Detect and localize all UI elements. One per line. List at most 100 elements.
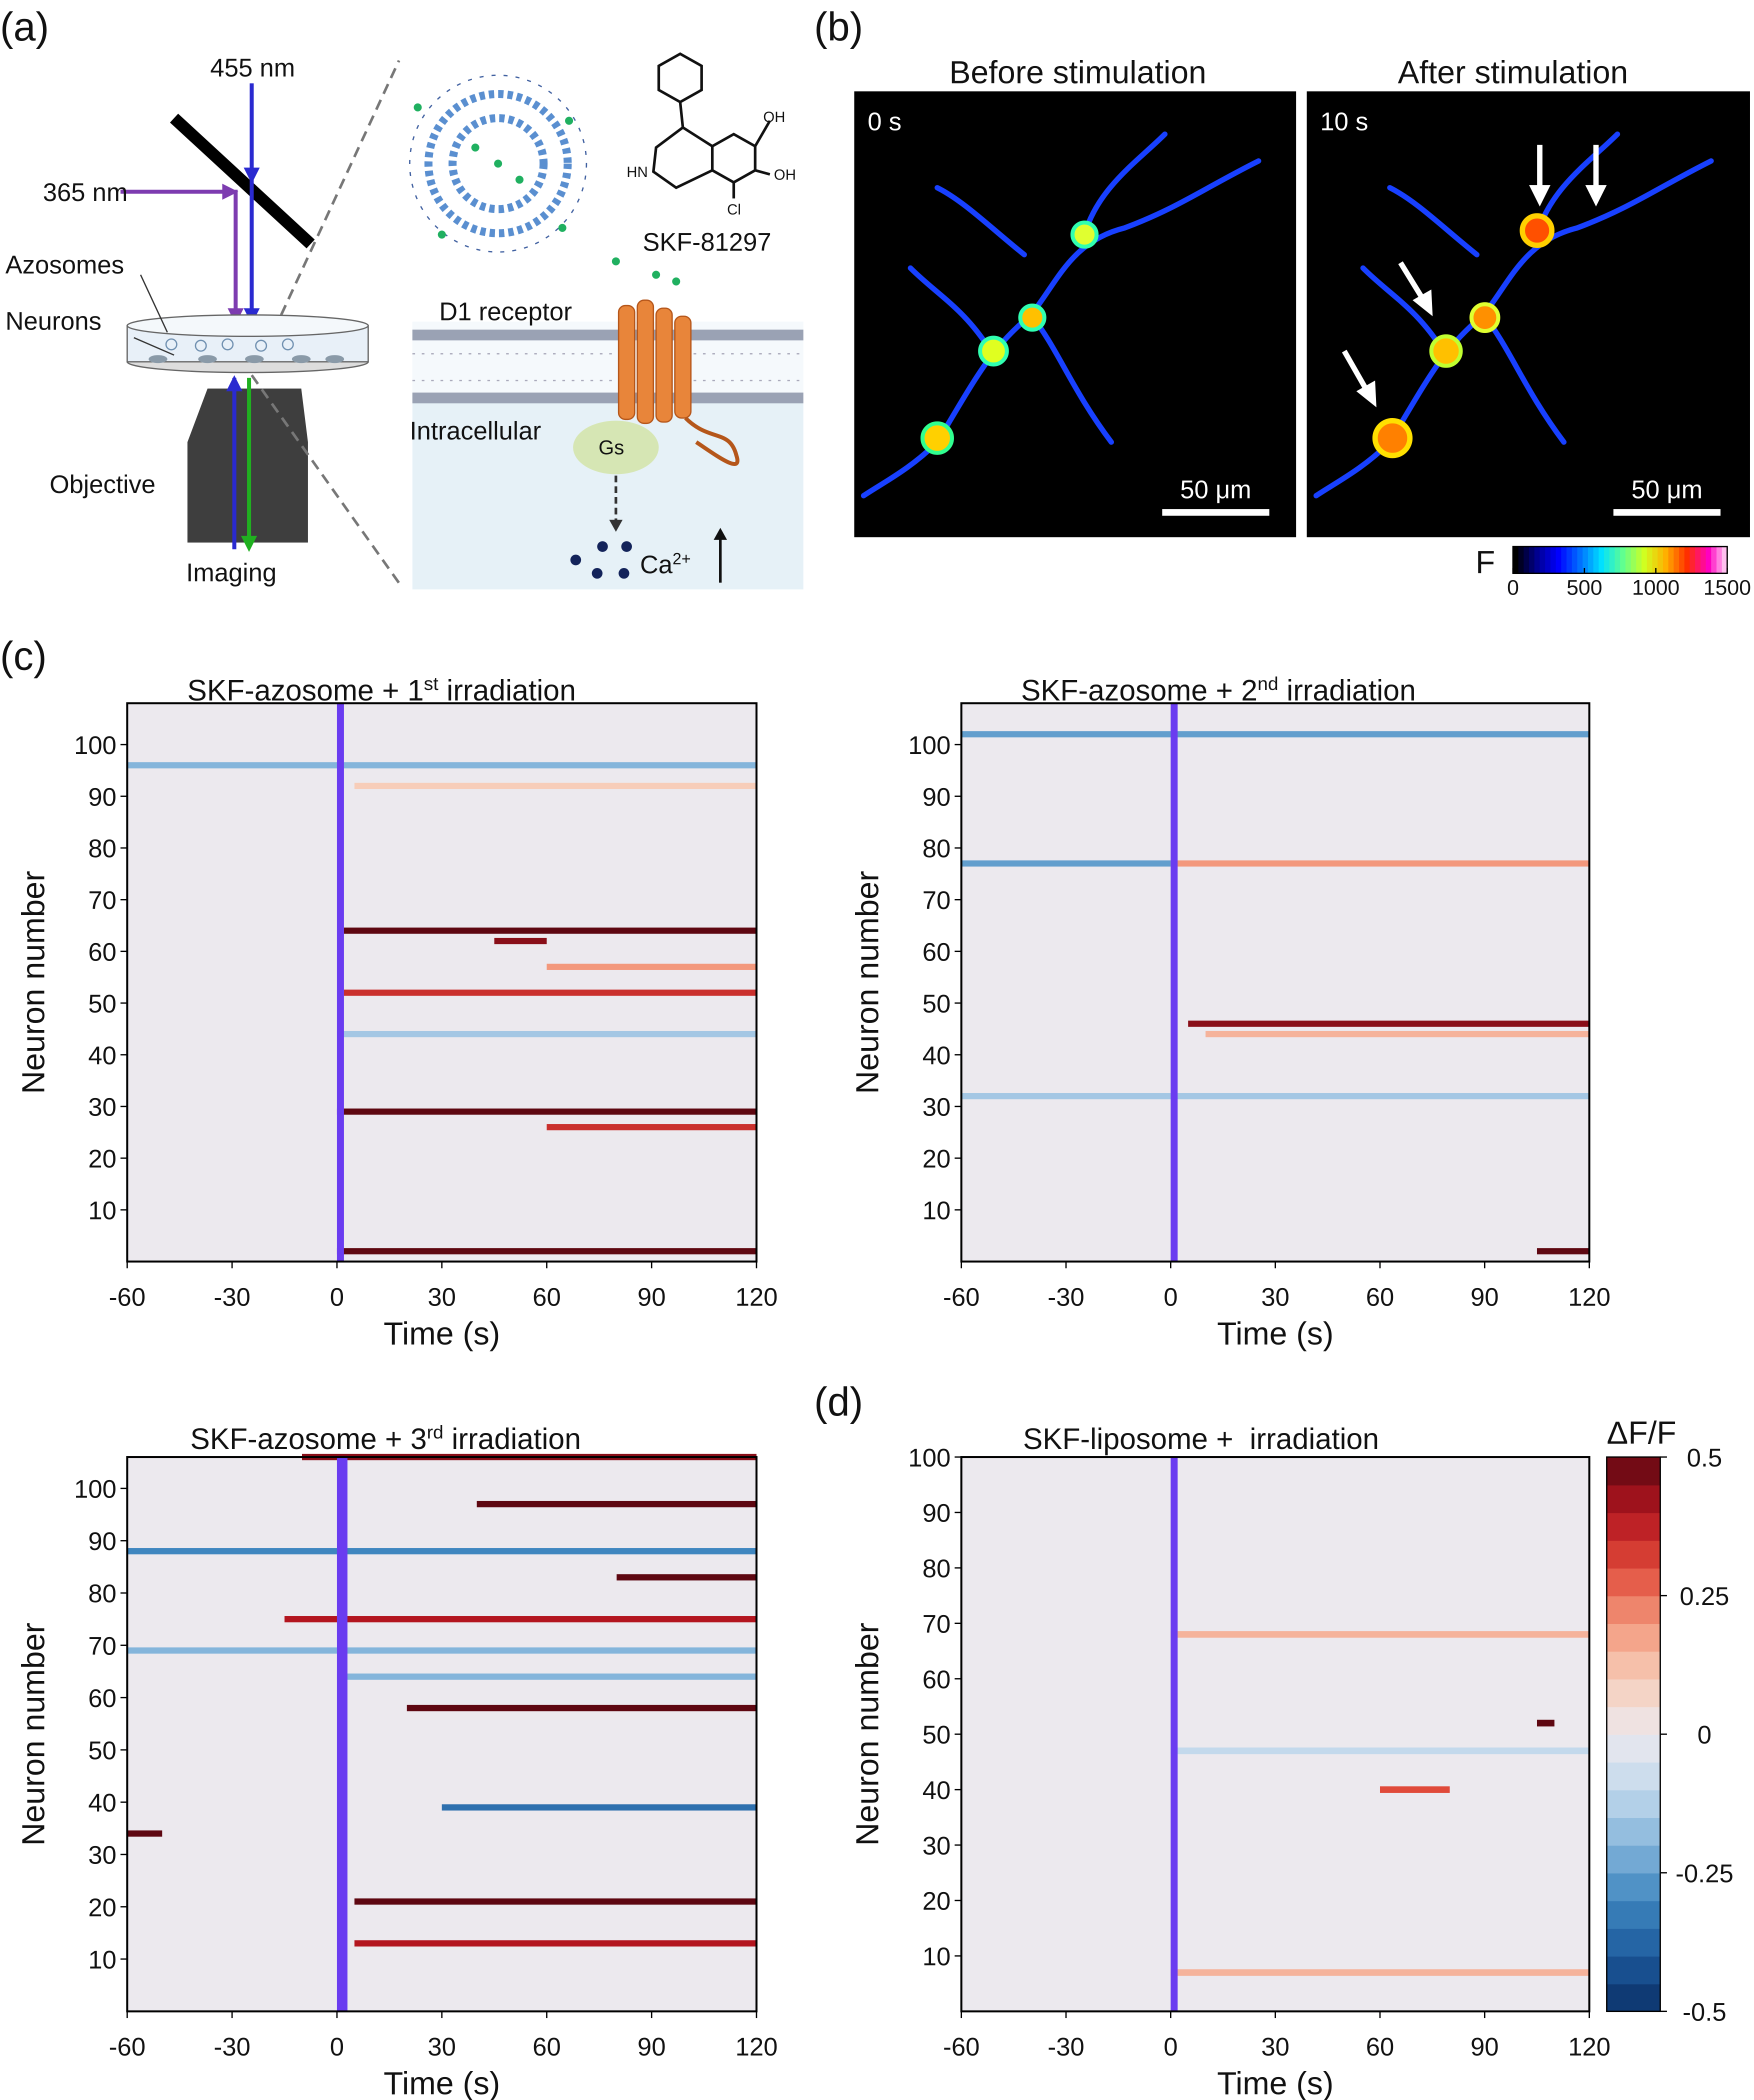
label: Neurons	[6, 306, 102, 335]
heatmap-row	[1170, 1969, 1590, 1976]
scale-bar	[1162, 509, 1270, 516]
colorbar-cell	[1620, 546, 1626, 574]
colorbar-cell	[1606, 1734, 1660, 1763]
label: Azosomes	[6, 250, 124, 279]
colorbar-cell	[1614, 546, 1621, 574]
mirror	[170, 114, 315, 248]
x-tick-label: 60	[1366, 1282, 1394, 1311]
colorbar-cell	[1606, 1928, 1660, 1957]
y-tick-label: 70	[88, 886, 116, 914]
y-tick-label: 10	[88, 1196, 116, 1224]
x-tick-label: -60	[109, 2032, 146, 2061]
x-axis-label: Time (s)	[1217, 1316, 1334, 1352]
colorbar-cell	[1674, 546, 1680, 574]
image	[854, 91, 1296, 538]
x-axis-label: Time (s)	[384, 1316, 500, 1352]
x-tick-label: 90	[638, 2032, 666, 2061]
y-tick-label: 50	[922, 990, 951, 1018]
x-tick-label: 90	[1470, 2032, 1499, 2061]
y-tick-label: 50	[88, 1736, 116, 1765]
chemical-structure	[652, 52, 772, 198]
y-tick-label: 60	[922, 938, 951, 966]
x-tick-label: 0	[330, 1282, 344, 1311]
colorbar-tick-label: 0	[1698, 1720, 1712, 1749]
colorbar-label: ΔF/F	[1606, 1414, 1676, 1450]
title-part: rd	[427, 1422, 444, 1442]
chart-title: SKF-azosome + 3rd irradiation	[190, 1422, 580, 1456]
x-tick-label: 30	[1261, 2032, 1290, 2061]
y-tick-label: 30	[922, 1832, 951, 1860]
heatmap-row	[406, 1704, 756, 1712]
colorbar-cell	[1690, 546, 1696, 574]
chart-title: SKF-liposome + irradiation	[1023, 1423, 1379, 1456]
title-part: irradiation	[438, 674, 576, 707]
y-tick-label: 60	[88, 938, 116, 966]
colorbar-cell	[1722, 546, 1728, 574]
heatmap-row	[476, 1500, 756, 1508]
colorbar-cell	[1706, 546, 1712, 574]
x-tick-label: -60	[943, 2032, 980, 2061]
y-tick-label: 40	[922, 1776, 951, 1804]
title-part: SKF-azosome + 1	[188, 674, 424, 707]
y-tick-label: 60	[88, 1684, 116, 1712]
y-tick-label: 90	[88, 782, 116, 811]
colorbar-cell	[1512, 546, 1520, 574]
x-tick-label: 90	[1470, 1282, 1499, 1311]
x-tick-label: 120	[736, 1282, 778, 1311]
y-tick-label: 50	[922, 1720, 951, 1749]
heatmap-row	[961, 731, 1590, 738]
colorbar-cell	[1695, 546, 1702, 574]
label: Imaging	[186, 558, 276, 587]
title-part: st	[424, 673, 439, 694]
plot-background	[961, 1457, 1590, 2012]
arrow-head	[244, 168, 260, 184]
colorbar-tick-label: 0.25	[1680, 1582, 1729, 1610]
y-tick-label: 40	[88, 1041, 116, 1070]
structure-label: OH	[774, 166, 796, 183]
structure-label: OH	[763, 109, 785, 126]
gs-protein	[573, 420, 659, 474]
colorbar-cell	[1550, 546, 1557, 574]
image	[1306, 91, 1750, 538]
y-tick-label: 70	[922, 1610, 951, 1638]
label: 455 nm	[210, 54, 295, 82]
y-tick-label: 80	[922, 834, 951, 863]
y-tick-label: 80	[88, 1580, 116, 1608]
y-tick-label: 100	[908, 1444, 950, 1472]
neuron-dots	[148, 355, 344, 364]
colorbar-cell	[1662, 546, 1669, 574]
peg-chains	[409, 74, 588, 253]
x-axis-label: Time (s)	[384, 2066, 500, 2100]
colorbar-cell	[1577, 546, 1584, 574]
heatmap-row	[127, 1548, 756, 1554]
y-tick-label: 10	[922, 1942, 951, 1971]
x-tick-label: 120	[1568, 1282, 1610, 1311]
colorbar-tick-label: 1000	[1632, 576, 1680, 600]
colorbar-cell	[1642, 546, 1648, 574]
colorbar-cell	[1572, 546, 1578, 574]
scale-bar-label: 50 μm	[1632, 476, 1702, 504]
zoom-line	[250, 374, 403, 588]
x-tick-label: 60	[1366, 2032, 1394, 2061]
x-tick-label: -60	[943, 1282, 980, 1311]
y-tick-label: 30	[922, 1093, 951, 1122]
stimulus-bar	[336, 1457, 348, 2012]
x-tick-label: 60	[532, 2032, 561, 2061]
y-tick-label: 90	[922, 782, 951, 811]
colorbar-tick-label: 0	[1507, 576, 1519, 600]
colorbar-cell	[1606, 1984, 1660, 2012]
stimulus-bar	[336, 703, 344, 1262]
y-axis-label: Neuron number	[15, 871, 51, 1094]
image-title: Before stimulation	[950, 54, 1206, 90]
colorbar-cell	[1566, 546, 1573, 574]
y-tick-label: 20	[88, 1893, 116, 1922]
label: Ca2+	[640, 550, 691, 579]
heatmap-row	[354, 782, 756, 790]
image-title: After stimulation	[1398, 54, 1628, 90]
heatmap-row	[284, 1616, 756, 1622]
colorbar-cell	[1545, 546, 1552, 574]
colorbar-cell	[1606, 1900, 1660, 1929]
liposome	[448, 114, 548, 214]
calcium-charge: 2+	[672, 550, 691, 568]
